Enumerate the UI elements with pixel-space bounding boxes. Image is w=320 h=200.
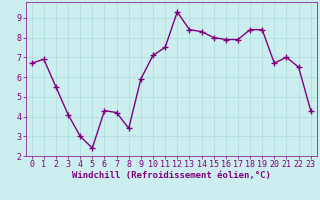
X-axis label: Windchill (Refroidissement éolien,°C): Windchill (Refroidissement éolien,°C): [72, 171, 271, 180]
